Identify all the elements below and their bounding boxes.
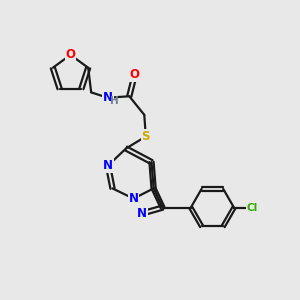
Text: N: N (103, 159, 113, 172)
Text: Cl: Cl (247, 202, 258, 213)
Text: N: N (103, 91, 113, 104)
Text: N: N (128, 192, 139, 205)
Text: O: O (130, 68, 140, 81)
Text: N: N (136, 207, 147, 220)
Text: O: O (65, 48, 76, 62)
Text: H: H (110, 96, 119, 106)
Text: S: S (142, 130, 150, 143)
